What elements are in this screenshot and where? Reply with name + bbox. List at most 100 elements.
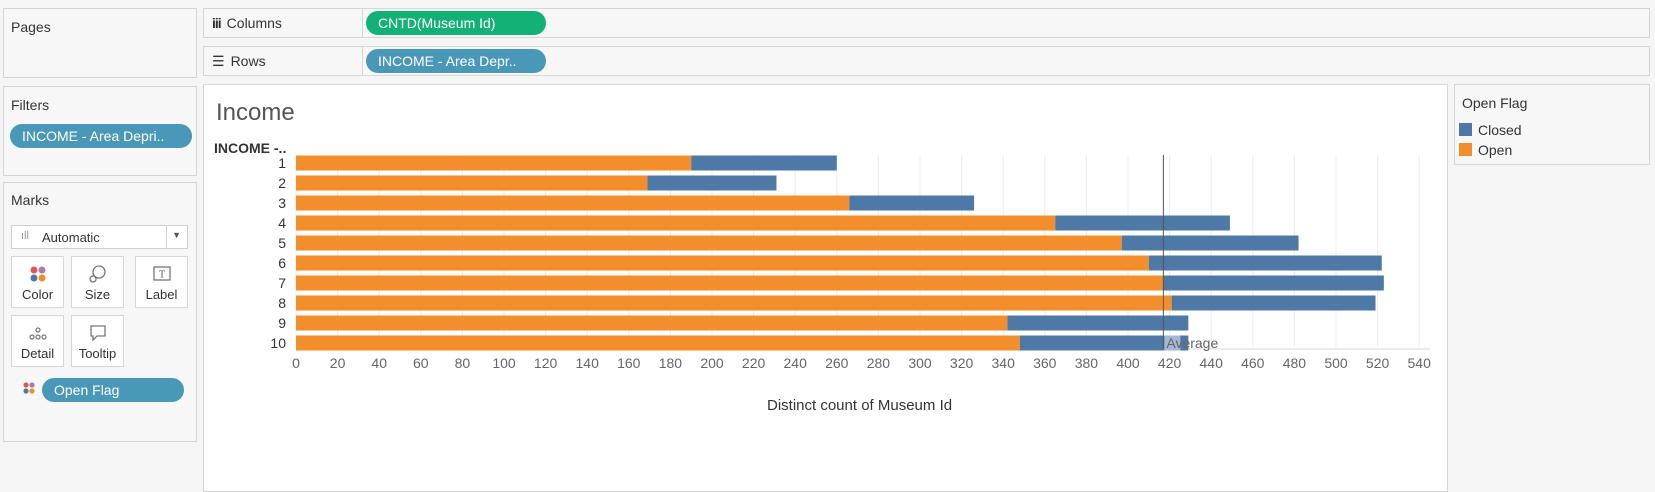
- chart-area: Income INCOME -.. 0 20 40 60 80 100 120 140 160 1…: [203, 84, 1448, 492]
- y-category-label: 6: [278, 255, 286, 271]
- tooltip-card-label: Tooltip: [78, 346, 117, 361]
- color-card[interactable]: Color: [11, 256, 64, 308]
- columns-shelf-label: iii Columns: [212, 15, 282, 31]
- x-tick-label: 460: [1241, 355, 1265, 371]
- tooltip-card[interactable]: Tooltip: [71, 315, 124, 367]
- legend-panel: Open Flag Closed Open: [1454, 84, 1650, 165]
- mark-type-value: Automatic: [42, 230, 100, 245]
- label-icon: T: [152, 266, 171, 281]
- columns-pill[interactable]: CNTD(Museum Id): [366, 11, 546, 35]
- legend-title: Open Flag: [1462, 95, 1528, 111]
- x-tick-label: 160: [617, 355, 641, 371]
- bar-chart-icon: ıll: [21, 230, 29, 242]
- color-field-icon: [23, 382, 35, 394]
- label-card[interactable]: T Label: [135, 256, 188, 308]
- x-tick-label: 120: [534, 355, 558, 371]
- bar-open[interactable]: [296, 155, 692, 171]
- open-flag-pill[interactable]: Open Flag: [42, 378, 184, 402]
- y-category-label: 5: [278, 235, 286, 251]
- label-card-label: Label: [145, 287, 178, 302]
- color-card-label: Color: [21, 287, 54, 302]
- x-tick-label: 500: [1324, 355, 1348, 371]
- bar-open[interactable]: [296, 275, 1164, 291]
- y-category-label: 8: [278, 295, 286, 311]
- y-category-label: 10: [270, 335, 286, 351]
- x-tick-label: 100: [492, 355, 516, 371]
- tooltip-icon: [89, 325, 106, 342]
- size-icon: [88, 265, 106, 283]
- bar-closed[interactable]: [1121, 235, 1299, 251]
- bar-open[interactable]: [296, 235, 1122, 251]
- x-tick-label: 480: [1283, 355, 1307, 371]
- x-tick-label: 220: [742, 355, 766, 371]
- x-tick-label: 540: [1408, 355, 1432, 371]
- x-tick-label: 140: [576, 355, 600, 371]
- x-tick-label: 400: [1116, 355, 1140, 371]
- x-tick-label: 60: [413, 355, 429, 371]
- x-tick-label: 240: [784, 355, 808, 371]
- bar-closed[interactable]: [691, 155, 837, 171]
- bar-open[interactable]: [296, 175, 648, 191]
- pages-panel: Pages: [3, 8, 197, 78]
- detail-card[interactable]: Detail: [11, 315, 64, 367]
- x-tick-label: 440: [1200, 355, 1224, 371]
- x-tick-label: 0: [292, 355, 300, 371]
- bar-closed[interactable]: [849, 195, 975, 211]
- legend-label-open: Open: [1478, 142, 1513, 158]
- marks-panel: [3, 182, 197, 442]
- bar-closed[interactable]: [1019, 335, 1189, 351]
- x-tick-label: 200: [700, 355, 724, 371]
- shelf-divider: [362, 47, 363, 75]
- y-category-label: 3: [278, 195, 286, 211]
- legend-swatch-closed: [1459, 123, 1472, 136]
- pages-title: Pages: [11, 19, 51, 35]
- mark-type-dropdown[interactable]: ıll Automatic ▼: [11, 225, 188, 249]
- columns-shelf[interactable]: iii Columns CNTD(Museum Id): [203, 8, 1650, 38]
- y-category-label: 7: [278, 275, 286, 291]
- bar-closed[interactable]: [1163, 275, 1384, 291]
- size-card[interactable]: Size: [71, 256, 124, 308]
- columns-icon: iii: [212, 15, 222, 31]
- x-tick-label: 340: [992, 355, 1016, 371]
- size-card-label: Size: [84, 287, 111, 302]
- y-category-label: 1: [278, 155, 286, 171]
- x-tick-label: 80: [455, 355, 471, 371]
- legend-label-closed: Closed: [1478, 122, 1522, 138]
- bar-open[interactable]: [296, 335, 1020, 351]
- bar-closed[interactable]: [647, 175, 777, 191]
- filters-title: Filters: [11, 97, 50, 113]
- filter-pill[interactable]: INCOME - Area Depri..: [10, 124, 192, 148]
- x-tick-label: 180: [659, 355, 683, 371]
- color-icon: [30, 266, 45, 282]
- legend-swatch-open: [1459, 143, 1472, 156]
- bar-open[interactable]: [296, 295, 1172, 311]
- average-label-highlight: [1164, 335, 1181, 351]
- bar-closed[interactable]: [1007, 315, 1189, 331]
- chart-title: Income: [216, 99, 295, 126]
- bar-open[interactable]: [296, 195, 850, 211]
- x-tick-label: 40: [371, 355, 387, 371]
- x-tick-label: 380: [1075, 355, 1099, 371]
- row-header[interactable]: INCOME -..: [214, 140, 287, 156]
- y-category-label: 2: [278, 175, 286, 191]
- bar-closed[interactable]: [1148, 255, 1382, 271]
- detail-icon: [28, 327, 47, 340]
- average-label: Average: [1166, 335, 1218, 351]
- y-category-label: 9: [278, 315, 286, 331]
- svg-text:T: T: [158, 270, 164, 281]
- x-tick-label: 280: [867, 355, 891, 371]
- x-tick-label: 520: [1366, 355, 1390, 371]
- bar-open[interactable]: [296, 215, 1056, 231]
- bar-closed[interactable]: [1171, 295, 1376, 311]
- detail-card-label: Detail: [20, 346, 55, 361]
- x-tick-label: 360: [1033, 355, 1057, 371]
- bar-open[interactable]: [296, 255, 1149, 271]
- marks-title: Marks: [11, 192, 50, 208]
- bar-open[interactable]: [296, 315, 1008, 331]
- bar-closed[interactable]: [1055, 215, 1230, 231]
- rows-pill[interactable]: INCOME - Area Depr..: [366, 49, 546, 73]
- dropdown-divider: [166, 226, 167, 248]
- x-tick-label: 320: [950, 355, 974, 371]
- chevron-down-icon: ▼: [172, 230, 181, 240]
- rows-shelf[interactable]: ☰ Rows INCOME - Area Depr..: [203, 46, 1650, 76]
